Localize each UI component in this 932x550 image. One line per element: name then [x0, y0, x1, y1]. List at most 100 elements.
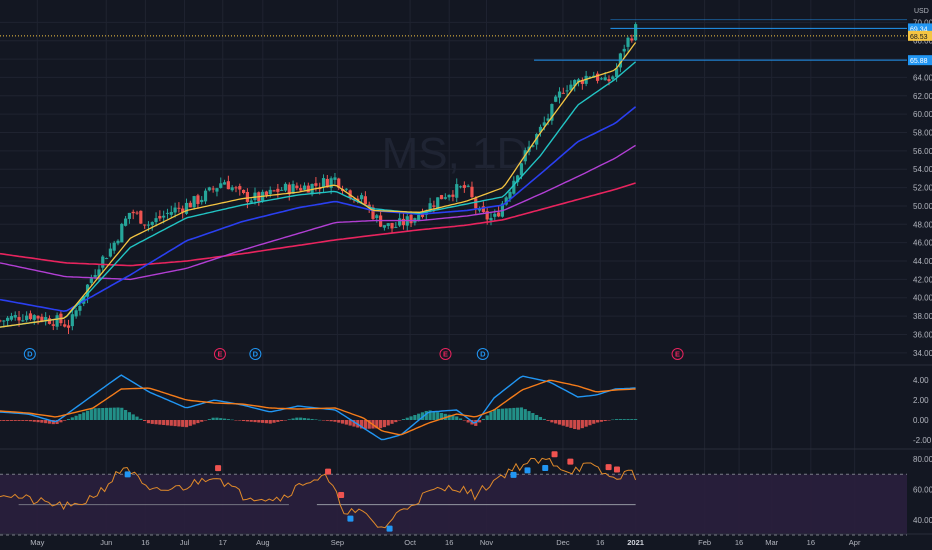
- candle-body: [97, 269, 101, 277]
- macd-histogram-bar: [63, 420, 67, 421]
- macd-histogram-bar: [104, 407, 109, 420]
- macd-histogram-bar: [580, 420, 584, 429]
- macd-histogram-bar: [451, 415, 455, 420]
- candle-body: [146, 224, 151, 226]
- candle-body: [162, 215, 166, 218]
- price-tick-label: 60.00: [913, 110, 932, 119]
- macd-histogram-bar: [70, 417, 74, 420]
- candle-body: [614, 68, 619, 77]
- macd-histogram-bar: [401, 419, 406, 420]
- macd-histogram-bar: [158, 420, 162, 425]
- macd-histogram-bar: [192, 420, 196, 425]
- macd-histogram-bar: [241, 420, 246, 422]
- macd-histogram-bar: [409, 416, 413, 420]
- price-badge: [908, 55, 932, 66]
- macd-histogram-bar: [32, 420, 36, 422]
- time-tick-label: Dec: [556, 538, 570, 547]
- macd-histogram-bar: [177, 420, 181, 427]
- candle-body: [466, 185, 470, 187]
- macd-histogram-bar: [150, 420, 154, 424]
- candle-body: [93, 275, 97, 278]
- macd-histogram-bar: [386, 420, 390, 426]
- candle-body: [0, 320, 2, 322]
- macd-histogram-bar: [291, 418, 295, 420]
- macd-histogram-bar: [299, 417, 303, 420]
- candle-body: [184, 202, 189, 214]
- macd-histogram-bar: [379, 420, 383, 429]
- price-tick-label: 42.00: [913, 275, 932, 284]
- candle-body: [63, 324, 67, 327]
- macd-histogram-bar: [306, 418, 310, 420]
- macd-histogram-bar: [116, 407, 120, 420]
- macd-histogram-bar: [234, 420, 238, 421]
- macd-histogram-bar: [51, 420, 55, 425]
- macd-histogram-bar: [561, 420, 565, 426]
- price-tick-label: 58.00: [913, 129, 932, 138]
- candle-body: [455, 184, 459, 198]
- time-tick-label: May: [30, 538, 44, 547]
- macd-histogram-bar: [565, 420, 569, 427]
- time-tick-label: Jul: [180, 538, 190, 547]
- time-tick-label: 16: [141, 538, 149, 547]
- candle-body: [436, 197, 440, 210]
- candle-body: [417, 214, 421, 221]
- candle-body: [337, 178, 341, 188]
- macd-histogram-bar: [550, 420, 554, 423]
- candle-body: [401, 218, 406, 226]
- candle-body: [158, 215, 162, 219]
- candle-body: [485, 211, 489, 220]
- candle-body: [451, 194, 455, 197]
- macd-histogram-bar: [203, 420, 208, 421]
- candle-body: [47, 318, 52, 324]
- candle-body: [120, 223, 124, 243]
- macd-tick-label: 2.00: [913, 396, 929, 405]
- candle-body: [264, 191, 269, 196]
- macd-histogram-bar: [569, 420, 573, 428]
- macd-histogram-bar: [97, 408, 101, 420]
- macd-histogram-bar: [245, 420, 249, 422]
- rsi-signal-marker: [347, 515, 354, 522]
- macd-histogram-bar: [169, 420, 173, 426]
- candle-body: [386, 223, 390, 226]
- time-tick-label: 16: [807, 538, 815, 547]
- candle-body: [432, 205, 436, 207]
- macd-histogram-bar: [2, 420, 6, 421]
- candle-body: [276, 188, 280, 192]
- macd-histogram-bar: [272, 420, 276, 423]
- macd-histogram-bar: [143, 420, 147, 422]
- dividend-marker: [249, 348, 262, 360]
- rsi-tick-label: 60.00: [913, 485, 932, 494]
- candle-body: [2, 320, 6, 322]
- candle-body: [546, 118, 550, 121]
- macd-histogram-bar: [238, 420, 242, 421]
- macd-histogram-bar: [340, 420, 345, 424]
- price-badge-label: 69.34: [910, 26, 928, 33]
- macd-histogram-bar: [188, 420, 192, 426]
- macd-histogram-bar: [588, 420, 592, 426]
- macd-histogram-bar: [139, 418, 143, 420]
- candle-body: [55, 315, 59, 327]
- time-tick-label: 17: [219, 538, 227, 547]
- macd-histogram-bar: [599, 420, 603, 422]
- candle-body: [356, 198, 360, 201]
- price-tick-label: 50.00: [913, 202, 932, 211]
- time-tick-label: Nov: [480, 538, 494, 547]
- earnings-marker: [213, 348, 226, 360]
- candle-body: [420, 212, 425, 217]
- candle-body: [622, 48, 626, 52]
- macd-histogram-bar: [17, 420, 21, 421]
- candle-body: [447, 194, 451, 198]
- candle-body: [143, 224, 147, 226]
- candle-body: [458, 186, 463, 188]
- macd-histogram-bar: [200, 420, 204, 422]
- earnings-marker: [439, 348, 452, 360]
- candle-body: [314, 183, 318, 186]
- macd-histogram-bar: [162, 420, 166, 426]
- candle-body: [70, 314, 74, 327]
- macd-histogram-bar: [222, 418, 227, 420]
- candle-body: [219, 183, 223, 188]
- macd-histogram-bar: [592, 420, 596, 424]
- price-tick-label: 40.00: [913, 294, 932, 303]
- candle-body: [226, 181, 230, 190]
- macd-histogram-bar: [131, 414, 135, 420]
